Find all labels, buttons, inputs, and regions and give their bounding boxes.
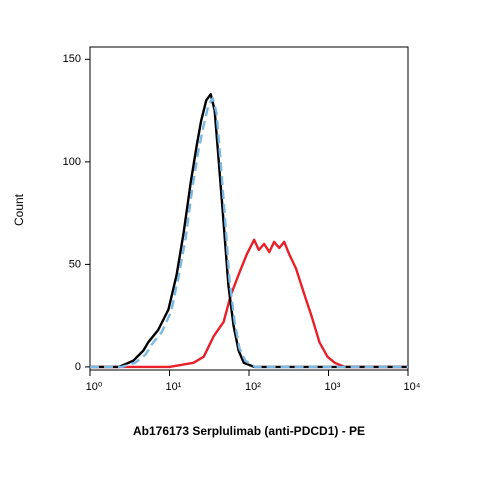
y-axis-label: Count (12, 193, 26, 226)
x-tick-label: 10¹ (166, 381, 182, 393)
histogram-line (90, 97, 408, 369)
x-tick-label: 10⁴ (404, 381, 421, 393)
y-tick-label: 0 (75, 361, 81, 373)
plot-frame (89, 46, 409, 371)
y-tick-label: 150 (63, 53, 81, 65)
histogram-line (90, 92, 408, 369)
x-tick-label: 10⁰ (86, 381, 103, 393)
x-tick-label: 10² (245, 381, 261, 393)
histogram-line (90, 238, 408, 369)
x-tick-label: 10³ (325, 381, 341, 393)
y-tick-label: 100 (63, 156, 81, 168)
y-tick-label: 50 (69, 258, 81, 270)
x-axis-label: Ab176173 Serplulimab (anti-PDCD1) - PE (133, 424, 365, 438)
